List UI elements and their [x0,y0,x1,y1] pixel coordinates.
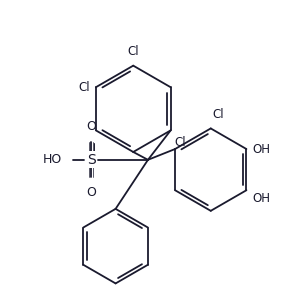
Text: HO: HO [42,153,62,166]
Text: O: O [86,186,96,199]
Text: OH: OH [252,143,270,156]
Text: OH: OH [252,192,270,205]
Text: O: O [86,120,96,133]
Text: Cl: Cl [213,107,224,121]
Text: S: S [87,153,95,167]
Text: Cl: Cl [78,81,90,94]
Text: Cl: Cl [127,45,139,58]
Text: Cl: Cl [175,136,186,149]
